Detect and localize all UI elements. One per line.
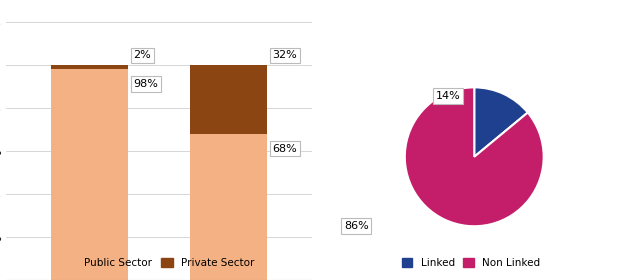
Wedge shape — [474, 87, 528, 157]
Bar — [51, 69, 128, 280]
Legend: Linked, Non Linked: Linked, Non Linked — [398, 254, 544, 272]
Legend: Public Sector, Private Sector: Public Sector, Private Sector — [59, 254, 259, 272]
Text: 86%: 86% — [344, 221, 369, 231]
Bar — [51, 65, 128, 69]
Text: 32%: 32% — [273, 50, 297, 60]
Wedge shape — [405, 87, 544, 226]
Text: 98%: 98% — [134, 79, 158, 89]
Bar — [190, 134, 267, 280]
Text: 68%: 68% — [273, 144, 297, 154]
Text: 2%: 2% — [134, 50, 151, 60]
Text: 14%: 14% — [436, 91, 461, 101]
Bar — [190, 65, 267, 134]
